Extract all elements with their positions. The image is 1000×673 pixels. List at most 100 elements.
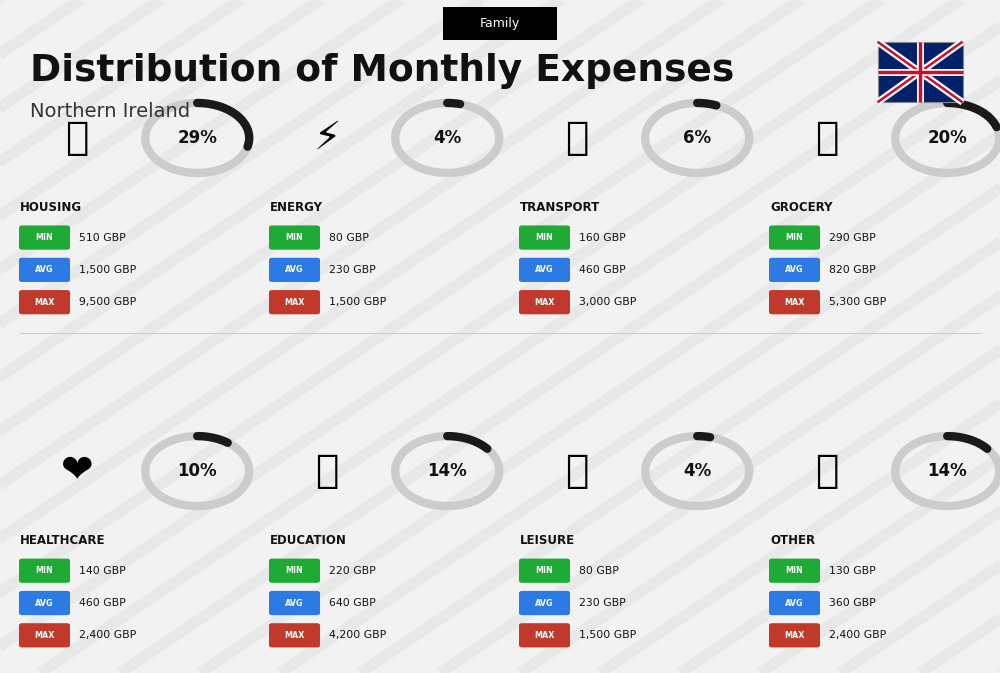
FancyBboxPatch shape bbox=[19, 591, 70, 615]
Text: 👜: 👜 bbox=[816, 452, 839, 490]
Text: 80 GBP: 80 GBP bbox=[329, 233, 369, 242]
Text: AVG: AVG bbox=[35, 265, 54, 275]
Text: 4%: 4% bbox=[683, 462, 711, 480]
FancyBboxPatch shape bbox=[519, 225, 570, 250]
Text: AVG: AVG bbox=[535, 598, 554, 608]
Text: Family: Family bbox=[480, 17, 520, 30]
Text: 230 GBP: 230 GBP bbox=[579, 598, 626, 608]
Text: MAX: MAX bbox=[784, 631, 805, 640]
Text: 160 GBP: 160 GBP bbox=[579, 233, 626, 242]
Text: MAX: MAX bbox=[784, 297, 805, 307]
Text: 🎓: 🎓 bbox=[316, 452, 339, 490]
Text: 140 GBP: 140 GBP bbox=[79, 566, 126, 575]
FancyBboxPatch shape bbox=[519, 290, 570, 314]
Text: 5,300 GBP: 5,300 GBP bbox=[829, 297, 886, 307]
FancyBboxPatch shape bbox=[19, 290, 70, 314]
FancyBboxPatch shape bbox=[519, 623, 570, 647]
FancyBboxPatch shape bbox=[769, 290, 820, 314]
Text: MAX: MAX bbox=[534, 297, 555, 307]
Text: 510 GBP: 510 GBP bbox=[79, 233, 126, 242]
FancyBboxPatch shape bbox=[269, 559, 320, 583]
Text: GROCERY: GROCERY bbox=[770, 201, 832, 213]
Text: LEISURE: LEISURE bbox=[520, 534, 575, 546]
Text: HEALTHCARE: HEALTHCARE bbox=[20, 534, 106, 546]
FancyBboxPatch shape bbox=[769, 559, 820, 583]
Text: ❤️: ❤️ bbox=[61, 452, 94, 490]
FancyBboxPatch shape bbox=[878, 42, 962, 102]
Text: 460 GBP: 460 GBP bbox=[579, 265, 626, 275]
FancyBboxPatch shape bbox=[269, 591, 320, 615]
Text: 1,500 GBP: 1,500 GBP bbox=[579, 631, 636, 640]
Text: 14%: 14% bbox=[427, 462, 467, 480]
Text: 290 GBP: 290 GBP bbox=[829, 233, 876, 242]
FancyBboxPatch shape bbox=[769, 225, 820, 250]
Text: MIN: MIN bbox=[536, 566, 553, 575]
Text: 14%: 14% bbox=[927, 462, 967, 480]
Text: TRANSPORT: TRANSPORT bbox=[520, 201, 600, 213]
Text: 1,500 GBP: 1,500 GBP bbox=[79, 265, 136, 275]
Text: 640 GBP: 640 GBP bbox=[329, 598, 376, 608]
Text: ⚡: ⚡ bbox=[314, 119, 341, 157]
Text: 1,500 GBP: 1,500 GBP bbox=[329, 297, 386, 307]
Text: AVG: AVG bbox=[535, 265, 554, 275]
Text: 20%: 20% bbox=[927, 129, 967, 147]
Text: 4,200 GBP: 4,200 GBP bbox=[329, 631, 386, 640]
Text: 360 GBP: 360 GBP bbox=[829, 598, 876, 608]
FancyBboxPatch shape bbox=[443, 7, 557, 40]
Text: MAX: MAX bbox=[284, 631, 305, 640]
Text: MAX: MAX bbox=[284, 297, 305, 307]
Text: 2,400 GBP: 2,400 GBP bbox=[829, 631, 886, 640]
Text: 🏢: 🏢 bbox=[66, 119, 89, 157]
Text: 230 GBP: 230 GBP bbox=[329, 265, 376, 275]
Text: HOUSING: HOUSING bbox=[20, 201, 82, 213]
Text: AVG: AVG bbox=[285, 598, 304, 608]
Text: AVG: AVG bbox=[285, 265, 304, 275]
FancyBboxPatch shape bbox=[19, 225, 70, 250]
Text: MAX: MAX bbox=[34, 297, 55, 307]
Text: ENERGY: ENERGY bbox=[270, 201, 323, 213]
Text: 🚌: 🚌 bbox=[566, 119, 589, 157]
Text: 3,000 GBP: 3,000 GBP bbox=[579, 297, 636, 307]
FancyBboxPatch shape bbox=[519, 559, 570, 583]
FancyBboxPatch shape bbox=[269, 225, 320, 250]
Text: MIN: MIN bbox=[36, 233, 53, 242]
Text: 820 GBP: 820 GBP bbox=[829, 265, 876, 275]
Text: 80 GBP: 80 GBP bbox=[579, 566, 619, 575]
Text: MAX: MAX bbox=[534, 631, 555, 640]
Text: 130 GBP: 130 GBP bbox=[829, 566, 876, 575]
Text: 460 GBP: 460 GBP bbox=[79, 598, 126, 608]
FancyBboxPatch shape bbox=[269, 623, 320, 647]
FancyBboxPatch shape bbox=[19, 258, 70, 282]
Text: EDUCATION: EDUCATION bbox=[270, 534, 347, 546]
Text: 6%: 6% bbox=[683, 129, 711, 147]
Text: MAX: MAX bbox=[34, 631, 55, 640]
Text: MIN: MIN bbox=[536, 233, 553, 242]
Text: 29%: 29% bbox=[177, 129, 217, 147]
Text: 10%: 10% bbox=[177, 462, 217, 480]
Text: 220 GBP: 220 GBP bbox=[329, 566, 376, 575]
FancyBboxPatch shape bbox=[769, 258, 820, 282]
Text: 🛒: 🛒 bbox=[816, 119, 839, 157]
FancyBboxPatch shape bbox=[769, 623, 820, 647]
Text: MIN: MIN bbox=[286, 233, 303, 242]
Text: 2,400 GBP: 2,400 GBP bbox=[79, 631, 136, 640]
FancyBboxPatch shape bbox=[519, 591, 570, 615]
Text: Distribution of Monthly Expenses: Distribution of Monthly Expenses bbox=[30, 52, 734, 89]
Text: 4%: 4% bbox=[433, 129, 461, 147]
Text: MIN: MIN bbox=[786, 566, 803, 575]
Text: AVG: AVG bbox=[785, 598, 804, 608]
Text: AVG: AVG bbox=[35, 598, 54, 608]
FancyBboxPatch shape bbox=[519, 258, 570, 282]
Text: Northern Ireland: Northern Ireland bbox=[30, 102, 190, 120]
FancyBboxPatch shape bbox=[269, 290, 320, 314]
Text: OTHER: OTHER bbox=[770, 534, 815, 546]
Text: MIN: MIN bbox=[36, 566, 53, 575]
Text: AVG: AVG bbox=[785, 265, 804, 275]
Text: 🛍️: 🛍️ bbox=[566, 452, 589, 490]
Text: 9,500 GBP: 9,500 GBP bbox=[79, 297, 136, 307]
FancyBboxPatch shape bbox=[269, 258, 320, 282]
Text: MIN: MIN bbox=[286, 566, 303, 575]
FancyBboxPatch shape bbox=[769, 591, 820, 615]
FancyBboxPatch shape bbox=[19, 623, 70, 647]
FancyBboxPatch shape bbox=[19, 559, 70, 583]
